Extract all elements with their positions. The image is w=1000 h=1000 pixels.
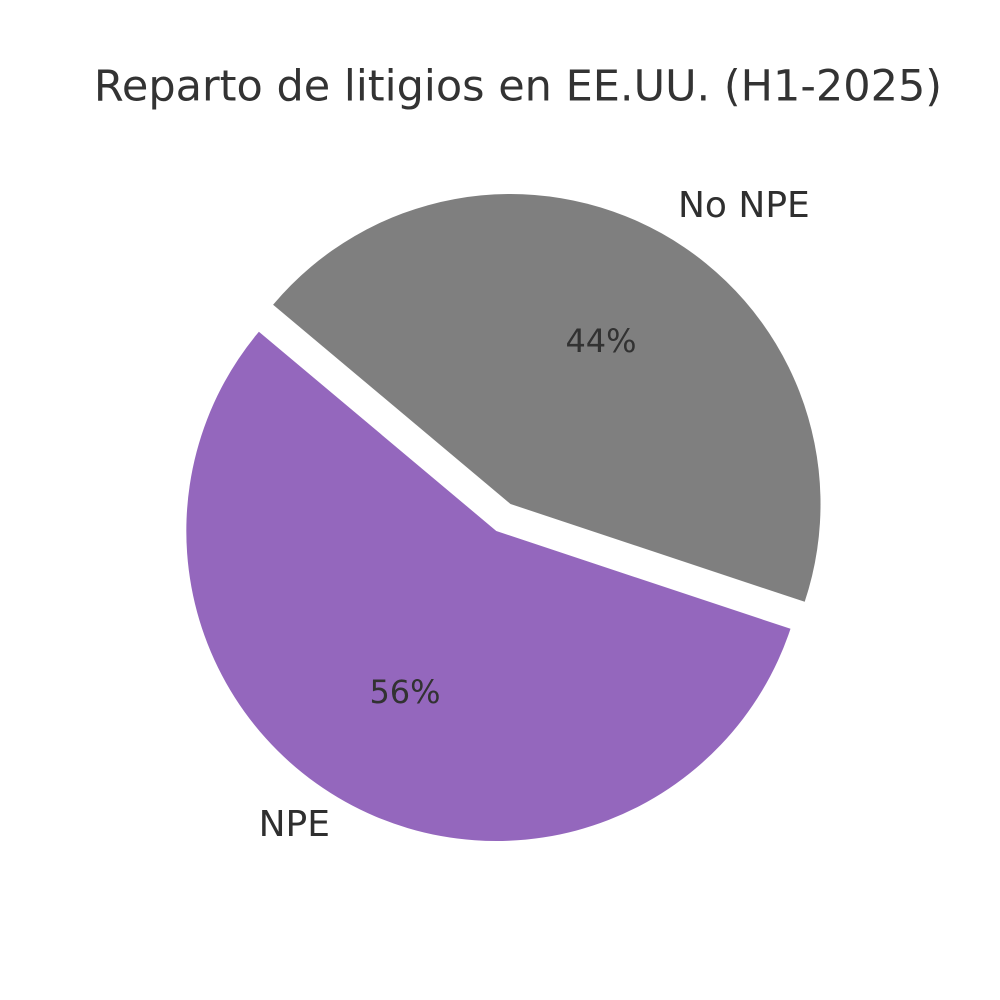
slice-label-no-npe: No NPE (678, 185, 810, 226)
pct-label-no-npe: 44% (565, 322, 637, 360)
pie-slice-npe (186, 331, 791, 842)
pct-label-npe: 56% (369, 673, 441, 711)
chart-title: Reparto de litigios en EE.UU. (H1-2025) (93, 61, 943, 112)
pie-slice-no-npe (273, 194, 821, 602)
slice-label-npe: NPE (258, 804, 330, 845)
